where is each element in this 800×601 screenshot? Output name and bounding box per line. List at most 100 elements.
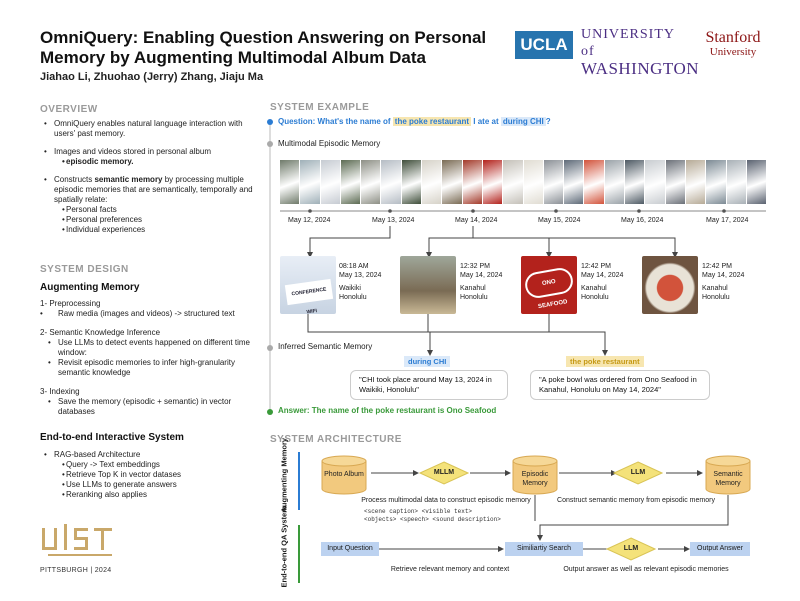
date-3: May 14, 2024 bbox=[455, 217, 498, 224]
overview-bullet-1: OmniQuery enables natural language inter… bbox=[44, 119, 254, 139]
album-thumbnail bbox=[422, 160, 442, 204]
card-4-place1: Kanahul bbox=[702, 285, 728, 292]
e2e-sub-1: Query -> Text embeddings bbox=[44, 460, 254, 470]
card-2-meta: 12:32 PM May 14, 2024 Kanahul Honolulu bbox=[460, 262, 502, 302]
episodic-memory-label: Episodic Memory bbox=[521, 471, 549, 487]
card-connectors bbox=[307, 226, 678, 258]
album-thumbnail bbox=[706, 160, 726, 204]
e2e-sub-2: Retrieve Top K in vector datases bbox=[44, 470, 254, 480]
album-thumbnail bbox=[482, 160, 503, 204]
step-1-bullet: Raw media (images and videos) -> structu… bbox=[40, 309, 254, 319]
step-2-bullet-2: Revisit episodic memories to infer high-… bbox=[48, 358, 254, 378]
card-3-photo-text: ONO SEAFOOD bbox=[523, 266, 575, 310]
process-code-1: <scene caption> <visible text> bbox=[364, 508, 473, 515]
card-1-place2: Honolulu bbox=[339, 294, 367, 301]
album-thumbnail bbox=[645, 160, 665, 204]
step-2-bullet-1: Use LLMs to detect events happened on di… bbox=[48, 338, 254, 358]
card-2-time: 12:32 PM bbox=[460, 263, 490, 270]
row1-label: Augmenting Memory bbox=[279, 437, 289, 512]
album-thumbnail bbox=[604, 160, 625, 204]
row1-bar bbox=[298, 452, 300, 510]
album-thumbnail bbox=[381, 160, 401, 204]
date-1: May 12, 2024 bbox=[288, 217, 331, 224]
date-5: May 16, 2024 bbox=[621, 217, 664, 224]
semantic-memory-label: Semantic Memory bbox=[713, 471, 743, 487]
stanford-logo: Stanford University bbox=[698, 29, 768, 59]
poster-title: OmniQuery: Enabling Question Answering o… bbox=[40, 28, 487, 67]
overview-bullet-3: Constructs semantic memory by processing… bbox=[44, 175, 254, 205]
card-4-meta: 12:42 PM May 14, 2024 Kanahul Honolulu bbox=[702, 262, 744, 302]
llm-label-1: LLM bbox=[630, 469, 646, 476]
example-timeline-line bbox=[269, 120, 271, 410]
photo-album-label: Photo Album bbox=[324, 471, 364, 478]
photo-strip bbox=[280, 160, 767, 204]
architecture-arrows bbox=[371, 470, 729, 552]
episodic-label: Multimodal Episodic Memory bbox=[278, 139, 381, 148]
semantic-quote-2: "A poke bowl was ordered from Ono Seafoo… bbox=[530, 370, 710, 400]
stanford-logo-line1: Stanford bbox=[705, 29, 761, 46]
step-2: 2- Semantic Knowledge Inference bbox=[40, 328, 161, 337]
construct-caption: Construct semantic memory from episodic … bbox=[557, 497, 715, 504]
system-example-heading: SYSTEM EXAMPLE bbox=[270, 102, 370, 113]
album-thumbnail bbox=[685, 160, 706, 204]
step-1: 1- Preprocessing bbox=[40, 299, 101, 308]
card-2-place2: Honolulu bbox=[460, 294, 488, 301]
semantic-quote-1: "CHI took place around May 13, 2024 in W… bbox=[350, 370, 508, 400]
question-dot bbox=[267, 119, 273, 125]
album-thumbnail bbox=[401, 160, 422, 204]
card-1-place1: Waikiki bbox=[339, 285, 361, 292]
timeline-tick bbox=[722, 209, 726, 213]
step-3-bullet: Save the memory (episodic + semantic) in… bbox=[48, 397, 254, 417]
ucla-logo: UCLA bbox=[515, 31, 573, 59]
uw-logo-line1: UNIVERSITY of bbox=[581, 27, 675, 59]
album-thumbnail bbox=[340, 160, 361, 204]
card-4-time: 12:42 PM bbox=[702, 263, 732, 270]
process-caption: Process multimodal data to construct epi… bbox=[361, 497, 531, 504]
row2-bar bbox=[298, 525, 300, 583]
similarity-search-box: Similiartiy Search bbox=[505, 542, 583, 556]
card-3-meta: 12:42 PM May 14, 2024 Kanahul Honolulu bbox=[581, 262, 623, 302]
e2e-sub-4: Reranking also applies bbox=[44, 490, 254, 500]
card-1-meta: 08:18 AM May 13, 2024 Waikiki Honolulu bbox=[339, 262, 381, 302]
date-4: May 15, 2024 bbox=[538, 217, 581, 224]
e2e-heading: End-to-end Interactive System bbox=[40, 432, 184, 443]
overview-bullet-2: Images and videos stored in personal alb… bbox=[44, 147, 254, 157]
system-design-heading: SYSTEM DESIGN bbox=[40, 264, 129, 275]
uist-location: PITTSBURGH | 2024 bbox=[40, 567, 112, 574]
uist-logo bbox=[42, 524, 112, 556]
semantic-dot bbox=[267, 345, 273, 351]
date-2: May 13, 2024 bbox=[372, 217, 415, 224]
semantic-memory-cylinder bbox=[705, 455, 751, 495]
card-4-place2: Honolulu bbox=[702, 294, 730, 301]
augmenting-memory-heading: Augmenting Memory bbox=[40, 282, 140, 293]
album-thumbnail bbox=[462, 160, 482, 204]
album-thumbnail bbox=[523, 160, 543, 204]
card-1-photo-text: CONFERENCE WIFI bbox=[284, 278, 334, 316]
album-thumbnail bbox=[625, 160, 645, 204]
album-thumbnail bbox=[300, 160, 320, 204]
album-thumbnail bbox=[320, 160, 340, 204]
album-thumbnail bbox=[361, 160, 381, 204]
card-2-date: May 14, 2024 bbox=[460, 272, 503, 279]
semantic-connectors bbox=[307, 314, 608, 356]
semantic-tag-poke: the poke restaurant bbox=[566, 356, 644, 367]
authors: Jiahao Li, Zhuohao (Jerry) Zhang, Jiaju … bbox=[40, 71, 264, 83]
e2e-section: RAG-based Architecture Query -> Text emb… bbox=[44, 450, 254, 500]
uw-logo-line2: WASHINGTON bbox=[581, 59, 700, 78]
process-code-2: <objects> <speech> <sound description> bbox=[364, 516, 501, 523]
step-3: 3- Indexing bbox=[40, 387, 80, 396]
output-caption: Output answer as well as relevant episod… bbox=[563, 566, 729, 573]
album-thumbnail bbox=[564, 160, 584, 204]
card-4-photo bbox=[642, 256, 698, 314]
row2-label-box: End-to-end QA System bbox=[272, 505, 296, 587]
timeline-tick bbox=[554, 209, 558, 213]
e2e-bullet: RAG-based Architecture bbox=[44, 450, 254, 460]
album-thumbnail bbox=[442, 160, 462, 204]
overview-section: OmniQuery enables natural language inter… bbox=[44, 119, 254, 235]
album-thumbnail bbox=[543, 160, 564, 204]
row2-label: End-to-end QA System bbox=[279, 505, 289, 587]
uw-logo: UNIVERSITY of WASHINGTON bbox=[581, 26, 700, 78]
mllm-label: MLLM bbox=[433, 469, 455, 476]
card-1-date: May 13, 2024 bbox=[339, 272, 382, 279]
album-thumbnail bbox=[280, 160, 300, 204]
